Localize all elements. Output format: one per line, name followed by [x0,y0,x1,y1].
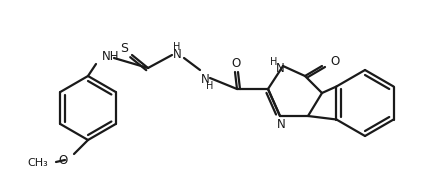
Text: H: H [271,57,278,67]
Text: N: N [276,117,285,131]
Text: O: O [231,56,241,70]
Text: N: N [173,47,181,61]
Text: O: O [330,54,339,67]
Text: O: O [59,153,68,166]
Text: H: H [206,81,214,91]
Text: H: H [173,42,181,52]
Text: N: N [201,73,209,85]
Text: NH: NH [102,50,120,63]
Text: S: S [120,42,128,54]
Text: CH₃: CH₃ [27,158,48,168]
Text: N: N [276,62,285,74]
